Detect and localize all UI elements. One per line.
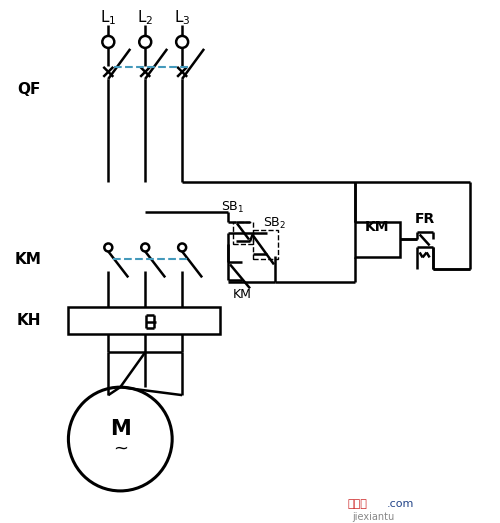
Text: $\mathsf{SB_2}$: $\mathsf{SB_2}$ — [263, 216, 286, 231]
Text: $\mathsf{L_3}$: $\mathsf{L_3}$ — [174, 8, 190, 27]
Text: QF: QF — [17, 82, 40, 97]
Text: M: M — [110, 419, 130, 439]
Text: KM: KM — [15, 252, 42, 267]
Text: KM: KM — [232, 288, 252, 301]
Text: $\mathsf{L_1}$: $\mathsf{L_1}$ — [100, 8, 116, 27]
Bar — [68, 308, 220, 334]
Text: jiexiantu: jiexiantu — [352, 512, 394, 522]
Bar — [355, 222, 400, 257]
Text: KH: KH — [16, 313, 40, 328]
Text: FR: FR — [414, 211, 434, 225]
Bar — [253, 231, 278, 259]
Text: .com: .com — [386, 499, 414, 509]
Text: ~: ~ — [113, 440, 128, 458]
Text: 接线图: 接线图 — [348, 499, 368, 509]
Bar — [233, 222, 253, 244]
Text: $\mathsf{L_2}$: $\mathsf{L_2}$ — [137, 8, 154, 27]
Text: $\mathsf{SB_1}$: $\mathsf{SB_1}$ — [222, 200, 244, 215]
Text: KM: KM — [365, 221, 390, 234]
